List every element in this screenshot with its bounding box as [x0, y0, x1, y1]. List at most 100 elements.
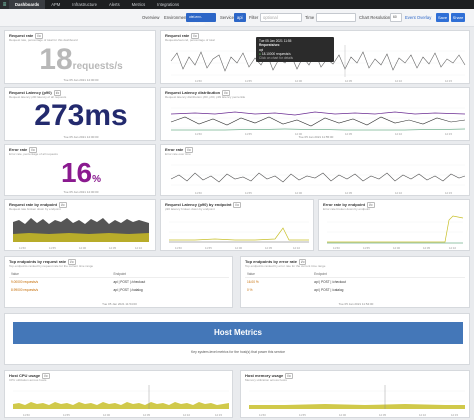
x-tick: 12:05 [345, 191, 352, 195]
info-badge[interactable]: i/o [233, 202, 241, 208]
info-badge[interactable]: i/o [42, 373, 50, 379]
info-badge[interactable]: i/o [35, 33, 43, 39]
event-overlay-link[interactable]: Event Overlay [405, 15, 432, 20]
series-area [13, 402, 229, 409]
row-endpoint[interactable]: api | POST | /catalog [314, 288, 344, 292]
x-tick: 12:15 [215, 413, 222, 417]
x-tick: 12:10 [293, 246, 300, 250]
column-header[interactable]: Endpoint [312, 271, 465, 278]
request-rate-by-endpoint-area-chart[interactable]: 11:50 11:55 12:00 12:05 12:10 [9, 212, 153, 250]
panel-subtitle: p90 latency broken down by endpoint [165, 207, 215, 211]
series-line-p99 [170, 111, 466, 116]
nav-tab-infrastructure[interactable]: Infrastructure [72, 2, 97, 7]
top-endpoints-by-error-panel[interactable]: Top endpoints by error rate i/o Top endpo… [240, 256, 470, 308]
panel-title: Request rate [165, 33, 190, 38]
panel-subtitle: Requests/second, percentage of total [165, 38, 215, 42]
row-value: 9.00000 requests/s [11, 280, 39, 284]
info-badge[interactable]: i/o [59, 202, 67, 208]
info-badge[interactable]: i/o [53, 90, 62, 96]
tooltip-note: Click on chart for details [259, 56, 294, 61]
column-header[interactable]: Value [9, 271, 112, 278]
row-endpoint[interactable]: api | POST | /checkout [113, 280, 146, 284]
info-badge[interactable]: i/o [191, 33, 199, 39]
top-endpoints-by-rate-panel[interactable]: Top endpoints by request rate i/o Top end… [4, 256, 233, 308]
column-header[interactable]: Value [245, 271, 313, 278]
environment-select[interactable]: otel-env-production [186, 13, 216, 26]
x-tick: 12:05 [109, 246, 116, 250]
panel-subtitle: Request latency p90 latency of all reque… [9, 95, 67, 99]
nav-tab-dashboards[interactable]: Dashboards [9, 0, 46, 9]
series-line [170, 172, 466, 183]
error-rate-panel[interactable]: Error rate i/o Error rate, percentage of … [4, 144, 156, 196]
app-logo-icon[interactable]: ≡ [0, 0, 9, 9]
x-tick: 12:00 [295, 191, 302, 195]
panel-title: Request rate [9, 33, 34, 38]
error-rate-unit: % [92, 174, 102, 185]
info-badge[interactable]: i/o [29, 147, 37, 153]
series-line-p90 [170, 116, 466, 127]
latency-by-endpoint-panel[interactable]: Request Latency (p90) by endpoint i/o p90… [160, 199, 314, 251]
table-row[interactable]: 0 % api | POST | /catalog [245, 286, 465, 294]
service-select[interactable]: api [234, 13, 246, 22]
panel-subtitle: CPU utilization across hosts [9, 378, 47, 382]
request-rate-panel[interactable]: Request rate i/o Request rate, percentage… [4, 30, 156, 84]
x-tick: 12:00 [295, 132, 302, 136]
nav-tab-integrations[interactable]: Integrations [157, 2, 180, 7]
x-tick: 11:50 [175, 246, 182, 250]
x-tick: 12:00 [339, 413, 346, 417]
tooltip-time: Tue 05 Jan 2021 11:55 [259, 39, 292, 43]
environment-label: Environment [164, 15, 188, 20]
row-endpoint[interactable]: api | POST | /checkout [314, 280, 346, 284]
chart-resolution-input[interactable]: 60 [390, 13, 402, 22]
panel-subtitle: Error rate over time [165, 152, 191, 156]
x-tick: 12:05 [379, 413, 386, 417]
x-tick: 12:00 [295, 79, 302, 83]
latency-by-endpoint-chart[interactable]: 11:50 11:55 12:00 12:05 12:10 [165, 212, 311, 250]
nav-tab-metrics[interactable]: Metrics [131, 2, 146, 7]
panel-subtitle: Request latency distribution p50, p90, p… [165, 95, 246, 99]
filter-input[interactable]: optional [260, 13, 302, 22]
row-value: 0 % [247, 288, 253, 292]
save-button[interactable]: Save [436, 13, 449, 22]
info-badge[interactable]: i/o [285, 373, 293, 379]
error-rate-chart-panel[interactable]: Error rate i/o Error rate over time 11:50… [160, 144, 470, 196]
error-rate-by-endpoint-panel[interactable]: Error rate by endpoint i/o Error rate bro… [318, 199, 470, 251]
time-input[interactable] [316, 13, 356, 22]
x-tick: 12:05 [143, 413, 150, 417]
column-header[interactable]: Endpoint [111, 271, 229, 278]
request-rate-by-endpoint-panel[interactable]: Request rate by endpoint i/o Request rate… [4, 199, 156, 251]
latency-panel[interactable]: Request Latency (p90) i/o Request latency… [4, 87, 156, 141]
latency-distribution-panel[interactable]: Request Latency distribution i/o Request … [160, 87, 470, 141]
info-badge[interactable]: i/o [298, 259, 307, 265]
table-row[interactable]: 9.00000 requests/s api | POST | /checkout [9, 278, 229, 287]
x-tick: 11:50 [195, 132, 202, 136]
row-endpoint[interactable]: api | POST | /catalog [113, 288, 143, 292]
row-value: 16.00 % [247, 280, 259, 284]
host-memory-chart[interactable]: 11:50 11:55 12:00 12:05 12:10 12:15 [245, 383, 467, 417]
table-row[interactable]: 8.99000 requests/s api | POST | /catalog [9, 286, 229, 294]
error-rate-by-endpoint-chart[interactable]: 11:50 11:55 12:00 12:05 12:10 [323, 212, 467, 250]
host-metrics-banner: Host Metrics [13, 322, 463, 344]
info-badge[interactable]: i/o [185, 147, 193, 153]
panel-subtitle: Request rate, percentage of total for th… [9, 38, 78, 42]
error-rate-line-chart[interactable]: 11:50 11:55 12:00 12:05 12:10 12:15 [165, 157, 467, 195]
legend-dot-icon: ● [259, 51, 261, 56]
x-tick: 11:50 [333, 246, 340, 250]
share-button[interactable]: Share [451, 13, 465, 22]
info-badge[interactable]: i/o [367, 202, 375, 208]
host-cpu-chart[interactable]: 11:50 11:55 12:00 12:05 12:10 12:15 [9, 383, 231, 417]
tooltip-value: 18.10000 requests/s [261, 51, 291, 56]
nav-tab-apm[interactable]: APM [51, 2, 61, 7]
info-badge[interactable]: i/o [222, 90, 230, 96]
table-row[interactable]: 16.00 % api | POST | /checkout [245, 278, 465, 287]
overview-label[interactable]: Overview [142, 15, 160, 20]
info-badge[interactable]: i/o [68, 259, 76, 265]
x-tick: 12:10 [395, 132, 402, 136]
host-memory-panel[interactable]: Host memory usage i/o Memory utilization … [240, 370, 470, 418]
nav-tab-alerts[interactable]: Alerts [108, 2, 120, 7]
panel-title: Error rate [9, 147, 28, 152]
x-tick: 12:00 [235, 246, 242, 250]
x-tick: 11:55 [245, 132, 252, 136]
latency-distribution-chart[interactable]: 11:50 11:55 12:00 12:05 12:10 12:15 [165, 102, 467, 136]
host-cpu-panel[interactable]: Host CPU usage i/o CPU utilization across… [4, 370, 233, 418]
